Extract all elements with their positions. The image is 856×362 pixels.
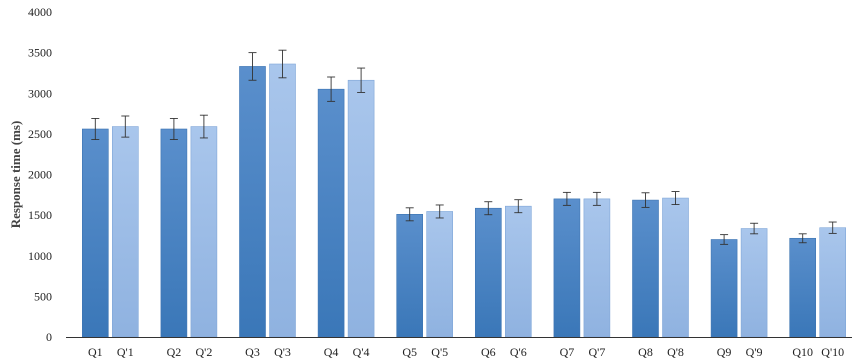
x-tick-label: Q'9 <box>746 345 763 359</box>
bar-q7 <box>553 198 581 338</box>
bar-q2 <box>160 128 188 338</box>
bars-group <box>82 63 847 338</box>
y-tick-label: 2500 <box>28 127 52 141</box>
bar-qp6 <box>504 205 532 338</box>
bar-qp2 <box>190 126 218 338</box>
bar-qp5 <box>426 211 454 338</box>
x-tick-label: Q'10 <box>821 345 844 359</box>
bar-qp4 <box>347 79 375 338</box>
x-tick-label: Q9 <box>717 345 732 359</box>
bar-qp10 <box>819 227 847 338</box>
x-tick-label: Q3 <box>245 345 260 359</box>
x-tick-label: Q1 <box>88 345 103 359</box>
y-tick-label: 1500 <box>28 208 52 222</box>
x-tick-label: Q'8 <box>667 345 684 359</box>
x-tick-label: Q10 <box>792 345 813 359</box>
x-tick-label: Q4 <box>324 345 339 359</box>
y-tick-label: 500 <box>34 289 52 303</box>
bar-q10 <box>789 237 817 338</box>
y-tick-label: 3000 <box>28 86 52 100</box>
bar-qp8 <box>662 197 689 338</box>
y-tick-label: 1000 <box>28 249 52 263</box>
x-tick-label: Q'1 <box>117 345 134 359</box>
x-tick-label: Q'5 <box>431 345 448 359</box>
x-tick-label: Q'2 <box>195 345 212 359</box>
bar-qp7 <box>583 198 611 338</box>
bar-q1 <box>82 128 109 338</box>
bar-qp1 <box>112 126 139 338</box>
x-tick-label: Q'4 <box>353 345 370 359</box>
x-tick-label: Q8 <box>638 345 653 359</box>
error-bars-group <box>91 49 837 245</box>
bar-q4 <box>317 88 345 338</box>
y-axis: 0 500 1000 1500 2000 2500 3000 3500 4000 <box>28 5 52 344</box>
bar-q8 <box>632 199 659 338</box>
x-tick-label: Q'3 <box>274 345 291 359</box>
y-tick-label: 3500 <box>28 46 52 60</box>
x-tick-label: Q'7 <box>588 345 605 359</box>
x-tick-label: Q6 <box>481 345 496 359</box>
x-tick-label: Q2 <box>167 345 182 359</box>
y-tick-label: 4000 <box>28 5 52 19</box>
bar-q3 <box>239 66 266 338</box>
bar-q9 <box>710 239 738 338</box>
x-axis: Q1 Q'1 Q2 Q'2 Q3 Q'3 Q4 Q'4 Q5 Q'5 Q6 Q'6 Q7 Q'7 Q8 Q'8… <box>88 345 844 359</box>
x-tick-label: Q'6 <box>510 345 527 359</box>
y-tick-label: 2000 <box>28 168 52 182</box>
y-tick-label: 0 <box>46 330 52 344</box>
bar-qp9 <box>740 228 768 338</box>
bar-qp3 <box>269 63 296 338</box>
bar-q5 <box>396 214 424 338</box>
y-axis-title: Response time (ms) <box>8 121 23 229</box>
x-tick-label: Q5 <box>402 345 417 359</box>
x-tick-label: Q7 <box>560 345 575 359</box>
bar-q6 <box>474 207 502 338</box>
